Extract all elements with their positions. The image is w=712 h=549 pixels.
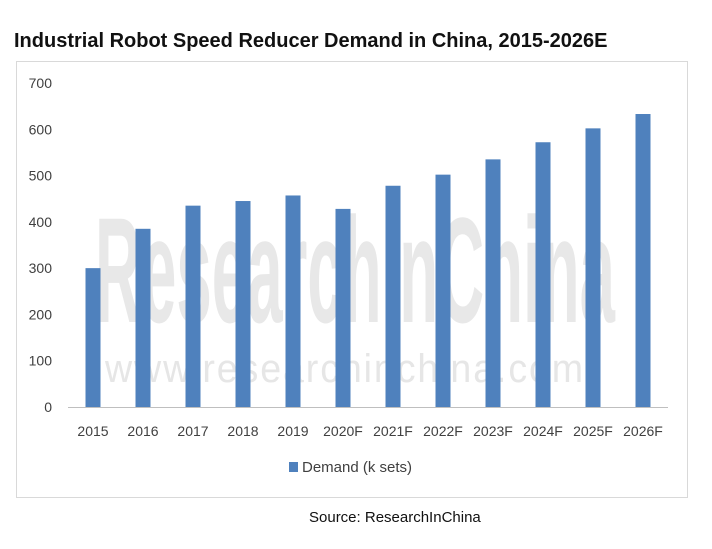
x-tick-label: 2021F — [373, 423, 413, 439]
x-tick-label: 2024F — [523, 423, 563, 439]
chart-title: Industrial Robot Speed Reducer Demand in… — [14, 30, 608, 52]
legend-label: Demand (k sets) — [302, 459, 412, 476]
bar-2026f — [635, 114, 651, 408]
watermark-brand: ResearchInChina — [95, 186, 616, 354]
bar-2016 — [135, 228, 151, 407]
x-tick-label: 2022F — [423, 423, 463, 439]
bar-2020f — [335, 208, 351, 407]
bar-2018 — [235, 201, 251, 407]
bars — [85, 114, 651, 408]
chart-area — [16, 61, 688, 498]
y-tick-label: 300 — [29, 260, 53, 276]
bar-2019 — [285, 195, 301, 407]
bar-2015 — [85, 268, 101, 407]
y-tick-label: 500 — [29, 168, 53, 184]
x-tick-label: 2017 — [177, 423, 208, 439]
legend: Demand (k sets) — [289, 459, 412, 476]
x-tick-label: 2015 — [77, 423, 108, 439]
x-tick-label: 2018 — [227, 423, 258, 439]
y-tick-label: 200 — [29, 306, 53, 322]
bar-2024f — [535, 142, 551, 407]
y-tick-label: 0 — [44, 399, 52, 415]
y-axis: 0 100 200 300 400 500 600 700 — [29, 75, 53, 415]
x-tick-label: 2026F — [623, 423, 663, 439]
x-tick-label: 2020F — [323, 423, 363, 439]
x-tick-label: 2016 — [127, 423, 158, 439]
y-tick-label: 400 — [29, 214, 53, 230]
y-tick-label: 600 — [29, 121, 53, 137]
x-axis: 2015 2016 2017 2018 2019 2020F 2021F 2022F 2023F… — [77, 423, 662, 439]
legend-swatch — [289, 462, 298, 472]
x-tick-label: 2025F — [573, 423, 613, 439]
x-tick-label: 2019 — [277, 423, 308, 439]
bar-2021f — [385, 185, 401, 407]
bar-2023f — [485, 159, 501, 407]
bar-2022f — [435, 174, 451, 407]
source-note: Source: ResearchInChina — [309, 509, 481, 526]
x-tick-label: 2023F — [473, 423, 513, 439]
bar-2025f — [585, 128, 601, 408]
bar-2017 — [185, 205, 201, 407]
y-tick-label: 100 — [29, 353, 53, 369]
y-tick-label: 700 — [29, 75, 53, 91]
